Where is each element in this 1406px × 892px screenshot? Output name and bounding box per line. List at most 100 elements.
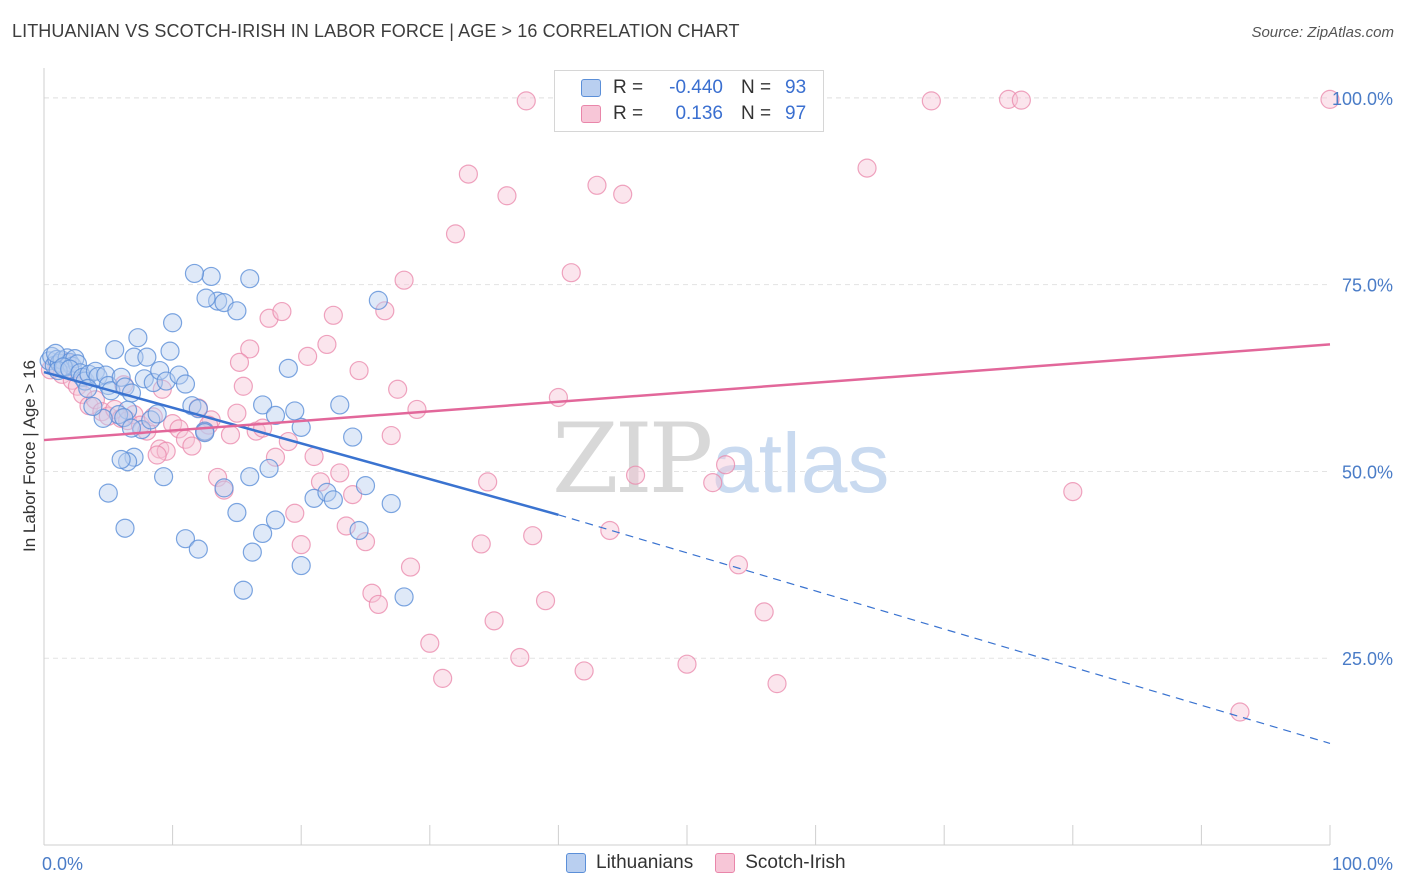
scotch-irish-point <box>323 305 343 325</box>
grid-lines <box>44 97 1330 659</box>
lithuanian-point <box>394 587 414 607</box>
lithuanian-point <box>163 313 183 333</box>
scotch-irish-point <box>1063 482 1083 502</box>
scotch-irish-point <box>523 526 543 546</box>
lithuanian-point <box>195 422 215 443</box>
lithuanian-point <box>115 518 135 538</box>
scotch-irish-point <box>433 668 453 688</box>
legend-r-value: -0.440 <box>669 77 723 98</box>
legend-swatch-blue <box>566 853 586 873</box>
scotch-irish-point <box>233 376 253 396</box>
lithuanian-point <box>330 395 350 415</box>
scotch-irish-point <box>330 463 350 483</box>
scotch-irish-point <box>291 535 311 555</box>
legend-label-lithuanians: Lithuanians <box>596 852 694 873</box>
scotch-irish-point <box>600 520 620 541</box>
scotch-irish-point <box>310 472 331 492</box>
lithuanian-point <box>253 523 273 544</box>
lithuanian-point <box>83 396 103 417</box>
lithuanian-point <box>355 476 376 496</box>
lithuanian-point <box>265 510 286 530</box>
scotch-irish-point <box>754 602 774 622</box>
legend-r-label: R = <box>613 77 644 98</box>
scotch-irish-point <box>613 184 633 204</box>
series-legend: Lithuanians Scotch-Irish <box>566 852 868 874</box>
lithuanian-trend-extension <box>558 514 1331 744</box>
lithuanian-point <box>85 361 106 381</box>
watermark-atlas: atlas <box>712 416 889 510</box>
scotch-irish-point <box>1011 90 1031 110</box>
legend-swatch-blue <box>581 79 601 97</box>
x-tick-label-max: 100.0% <box>1332 854 1393 874</box>
legend-n-value: 93 <box>785 77 807 98</box>
scotch-irish-point <box>298 346 318 366</box>
scotch-irish-point <box>767 674 787 694</box>
legend-item-scotch-irish[interactable]: Scotch-Irish <box>715 852 846 874</box>
scotch-irish-point <box>375 301 395 321</box>
lithuanian-point <box>242 542 262 562</box>
scotch-irish-point <box>394 270 414 290</box>
scotch-irish-point <box>317 334 337 355</box>
scotch-irish-point <box>471 534 491 554</box>
scotch-irish-point <box>355 532 376 552</box>
lithuanian-point <box>108 405 129 425</box>
scotch-irish-point <box>574 661 594 681</box>
scotch-irish-point <box>587 175 607 195</box>
watermark-zip: ZIP <box>552 403 711 515</box>
scotch-irish-point <box>265 447 286 467</box>
scotch-irish-points <box>40 89 1340 722</box>
lithuanian-point <box>208 291 228 311</box>
scotch-irish-point <box>497 186 517 206</box>
lithuanian-point <box>265 405 286 426</box>
scotch-irish-point <box>388 379 408 399</box>
lithuanian-point <box>105 340 125 360</box>
scotch-irish-point <box>272 301 292 322</box>
legend-n-label: N = <box>741 77 772 98</box>
scotch-irish-point <box>625 465 646 485</box>
lithuanian-point <box>111 367 131 387</box>
y-tick-label: 75.0% <box>1342 276 1393 296</box>
scotch-irish-point <box>349 360 369 381</box>
legend-n-value: 97 <box>785 103 807 124</box>
lithuanian-point <box>153 467 174 487</box>
lithuanian-point <box>150 360 170 381</box>
scotch-irish-point <box>445 224 466 244</box>
legend-swatch-pink <box>715 853 736 873</box>
lithuanian-point <box>233 580 253 600</box>
scotch-irish-point <box>561 263 581 283</box>
watermark: ZIP atlas <box>552 403 889 515</box>
scotch-irish-point <box>857 158 877 178</box>
lithuanian-trend-line <box>43 370 559 516</box>
lithuanian-point <box>111 449 131 470</box>
y-tick-label: 50.0% <box>1342 462 1393 482</box>
legend-item-lithuanians[interactable]: Lithuanians <box>566 852 693 874</box>
lithuanian-point <box>128 328 148 348</box>
lithuanian-point <box>343 427 363 447</box>
scotch-irish-point <box>381 425 401 446</box>
scotch-irish-point <box>240 339 260 359</box>
legend-row-lithuanians: R = -0.440 N = 93 <box>555 75 806 101</box>
correlation-legend: R = -0.440 N = 93 R = 0.136 N = 97 <box>554 70 824 132</box>
scotch-irish-point <box>304 446 324 467</box>
lithuanian-point <box>175 374 196 394</box>
scotch-irish-point <box>407 399 427 420</box>
tick-labels: 25.0% 50.0% 75.0% 100.0% 0.0% 100.0% <box>42 89 1393 874</box>
scotch-irish-point <box>229 352 250 372</box>
lithuanian-point <box>160 341 180 361</box>
lithuanian-point <box>214 478 234 498</box>
lithuanian-point <box>291 555 311 576</box>
scotch-irish-point <box>728 555 749 575</box>
trend-lines <box>43 343 1331 744</box>
lithuanian-point <box>98 483 118 503</box>
lithuanian-point <box>147 404 167 424</box>
legend-r-label: R = <box>613 103 644 124</box>
legend-label-scotch-irish: Scotch-Irish <box>745 852 846 873</box>
scotch-irish-point <box>516 91 536 111</box>
lithuanian-point <box>317 482 337 502</box>
lithuanian-point <box>114 408 134 428</box>
chart-source: Source: ZipAtlas.com <box>1251 24 1394 41</box>
lithuanian-point <box>278 358 298 378</box>
scotch-irish-point <box>147 445 167 465</box>
lithuanian-point <box>259 458 279 479</box>
